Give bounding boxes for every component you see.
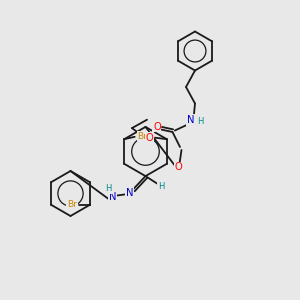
Text: O: O xyxy=(175,162,182,172)
Text: N: N xyxy=(187,115,194,125)
Text: O: O xyxy=(153,122,161,132)
Text: N: N xyxy=(126,188,134,198)
Text: N: N xyxy=(109,192,116,202)
Text: H: H xyxy=(105,184,111,193)
Text: Br: Br xyxy=(137,132,147,141)
Text: H: H xyxy=(158,182,164,191)
Text: O: O xyxy=(146,133,153,143)
Text: H: H xyxy=(197,117,204,126)
Text: Br: Br xyxy=(67,200,77,209)
